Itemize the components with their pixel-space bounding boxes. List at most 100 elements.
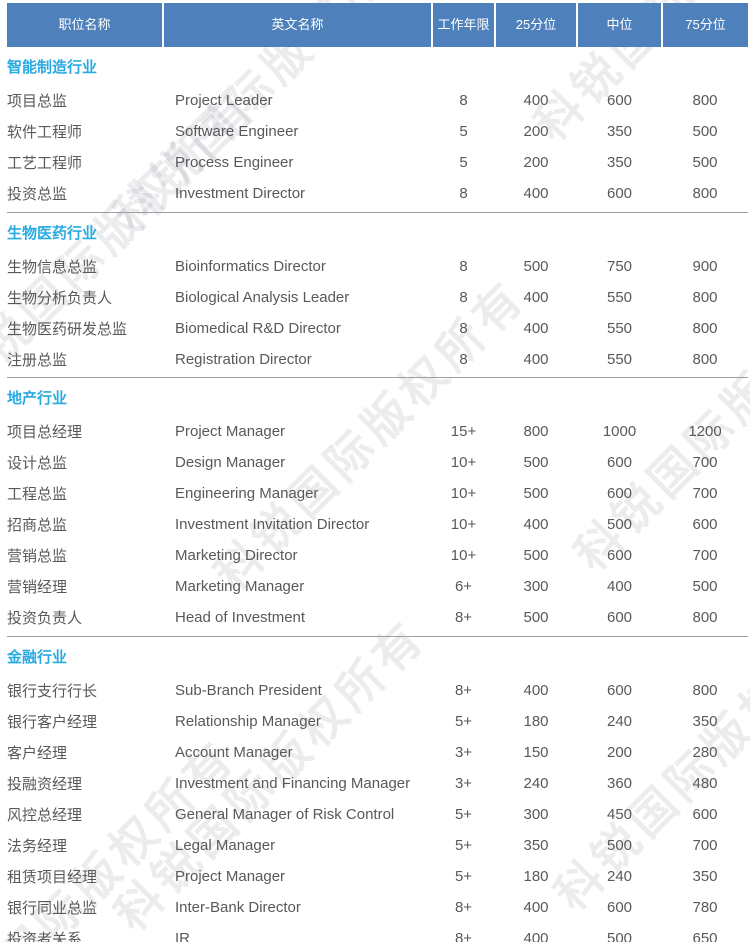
position-name-cn: 投融资经理 (7, 775, 83, 793)
position-name-en: Biological Analysis Leader (175, 288, 350, 306)
position-name-cn: 项目总经理 (7, 424, 83, 441)
work-years: 8+ (454, 929, 473, 942)
position-name-cn: 银行同业总监 (7, 899, 98, 917)
header-percentile-25: 25分位 (494, 3, 577, 47)
percentile-25: 180 (523, 712, 549, 730)
percentile-25: 500 (523, 609, 549, 626)
header-percentile-75: 75分位 (661, 3, 748, 47)
median: 400 (606, 578, 633, 595)
position-name-en: Investment and Financing Manager (175, 774, 411, 792)
median: 360 (606, 774, 633, 792)
median: 600 (606, 547, 633, 564)
work-years: 8 (459, 288, 468, 306)
median: 550 (606, 350, 633, 368)
position-name-en: Marketing Director (175, 547, 298, 564)
section-title-row: 智能制造行业 (7, 47, 748, 85)
table-row: 软件工程师 Software Engineer 5 200 350 500 (7, 116, 748, 147)
percentile-25: 350 (523, 836, 549, 854)
percentile-75: 700 (692, 836, 718, 854)
median: 750 (606, 257, 633, 275)
percentile-75: 800 (692, 350, 718, 368)
work-years: 6+ (454, 578, 473, 595)
industry-section: 地产行业 项目总经理 Project Manager 15+ 800 1000 1200 设计… (7, 374, 748, 634)
median: 500 (606, 836, 633, 854)
industry-section: 金融行业 银行支行行长 Sub-Branch President 8+ 400 600 80… (7, 633, 748, 942)
section-divider-line (7, 633, 748, 637)
table-row: 投融资经理 Investment and Financing Manager 3+ 2… (7, 768, 748, 799)
percentile-75: 500 (692, 123, 718, 140)
work-years: 15+ (450, 423, 477, 440)
percentile-25: 800 (523, 423, 549, 440)
section-divider (7, 209, 748, 213)
percentile-25: 200 (523, 123, 549, 140)
median: 600 (606, 681, 633, 699)
work-years: 10+ (450, 485, 477, 502)
work-years: 5+ (454, 836, 473, 854)
work-years: 5+ (454, 867, 473, 885)
table-row: 投资负责人 Head of Investment 8+ 500 600 800 (7, 602, 748, 633)
percentile-25: 300 (523, 578, 549, 595)
percentile-25: 400 (523, 92, 549, 109)
position-name-cn: 银行客户经理 (7, 713, 98, 731)
percentile-75: 800 (692, 288, 718, 306)
header-position-name-cn: 职位名称 (7, 3, 163, 47)
work-years: 8 (459, 92, 468, 109)
position-name-en: Process Engineer (175, 154, 294, 171)
section-title: 地产行业 (7, 390, 68, 407)
table-row: 营销总监 Marketing Director 10+ 500 600 700 (7, 540, 748, 571)
median: 350 (606, 123, 633, 140)
position-name-cn: 注册总监 (7, 351, 68, 369)
position-name-en: Bioinformatics Director (175, 257, 326, 275)
percentile-75: 700 (692, 547, 718, 564)
table-row: 投资者关系 IR 8+ 400 500 650 (7, 923, 748, 942)
position-name-en: Relationship Manager (175, 712, 321, 730)
table-row: 生物信息总监 Bioinformatics Director 8 500 750 900 (7, 251, 748, 282)
percentile-75: 780 (692, 898, 718, 916)
position-name-en: Marketing Manager (175, 578, 305, 595)
percentile-25: 500 (523, 547, 549, 564)
percentile-25: 300 (523, 805, 549, 823)
position-name-cn: 投资总监 (7, 186, 68, 203)
percentile-25: 400 (523, 929, 549, 942)
work-years: 8 (459, 350, 468, 368)
percentile-75: 800 (692, 319, 718, 337)
percentile-25: 400 (523, 319, 549, 337)
work-years: 10+ (450, 547, 477, 564)
section-title: 金融行业 (7, 648, 68, 666)
position-name-en: Design Manager (175, 454, 286, 471)
median: 600 (606, 609, 633, 626)
position-name-cn: 设计总监 (7, 455, 68, 472)
work-years: 8+ (454, 609, 473, 626)
median: 350 (606, 154, 633, 171)
percentile-75: 600 (692, 805, 718, 823)
work-years: 5+ (454, 712, 473, 730)
percentile-75: 280 (692, 743, 718, 761)
median: 550 (606, 288, 633, 306)
percentile-75: 1200 (688, 423, 722, 440)
industry-section: 智能制造行业 项目总监 Project Leader 8 400 600 800 软件工程师 S… (7, 47, 748, 209)
percentile-75: 350 (692, 867, 718, 885)
work-years: 8 (459, 257, 468, 275)
table-row: 工艺工程师 Process Engineer 5 200 350 500 (7, 147, 748, 178)
work-years: 10+ (450, 454, 477, 471)
position-name-cn: 营销经理 (7, 579, 68, 596)
position-name-en: Investment Invitation Director (175, 516, 370, 533)
position-name-cn: 生物分析负责人 (7, 289, 113, 307)
position-name-cn: 生物医药研发总监 (7, 320, 128, 338)
percentile-25: 400 (523, 185, 549, 202)
percentile-25: 400 (523, 516, 549, 533)
percentile-75: 480 (692, 774, 718, 792)
table-row: 生物分析负责人 Biological Analysis Leader 8 400 550… (7, 282, 748, 313)
table-row: 设计总监 Design Manager 10+ 500 600 700 (7, 447, 748, 478)
position-name-en: Project Leader (175, 92, 273, 109)
section-title-row: 生物医药行业 (7, 212, 748, 251)
position-name-en: Biomedical R&D Director (175, 319, 341, 337)
position-name-cn: 工程总监 (7, 486, 68, 503)
industry-section: 生物医药行业 生物信息总监 Bioinformatics Director 8 500 7… (7, 209, 748, 375)
position-name-cn: 软件工程师 (7, 124, 83, 141)
position-name-cn: 工艺工程师 (7, 155, 83, 172)
table-row: 租赁项目经理 Project Manager 5+ 180 240 350 (7, 861, 748, 892)
position-name-en: Software Engineer (175, 123, 299, 140)
table-row: 营销经理 Marketing Manager 6+ 300 400 500 (7, 571, 748, 602)
